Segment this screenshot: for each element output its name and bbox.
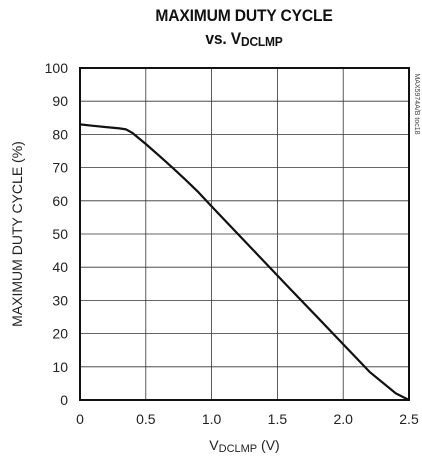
y-tick-label: 60 [52,193,68,209]
chart-title-line2: vs. VDCLMP [91,29,396,49]
y-tick-label: 70 [52,160,68,176]
y-tick-label: 80 [52,126,68,142]
figure-code: MAX5974A/B toc18 [413,73,420,134]
y-axis-label: MAXIMUM DUTY CYCLE (%) [9,141,25,327]
x-tick-label: 0 [76,411,84,427]
chart-title-line1: MAXIMUM DUTY CYCLE [155,6,333,25]
series-line [79,123,410,401]
y-tick-label: 0 [60,392,68,408]
x-axis-label-main: V [209,437,219,453]
x-tick-label: 2.0 [333,411,353,427]
x-tick-label: 0.5 [136,411,156,427]
x-tick-label: 1.5 [268,411,288,427]
y-tick-label: 40 [52,259,68,275]
y-tick-label: 30 [52,292,68,308]
chart-title-prefix: vs. V [205,29,241,48]
y-tick-label: 100 [45,60,69,76]
x-axis-label-unit: (V) [257,437,280,453]
y-tick-label: 50 [52,226,68,242]
y-tick-label: 20 [52,326,68,342]
chart-title-subscript: DCLMP [240,34,283,49]
x-tick-labels: 0 0.5 1.0 1.5 2.0 2.5 [76,411,419,427]
grid-lines [80,68,409,400]
y-tick-label: 10 [52,359,68,375]
y-tick-labels: 0 10 20 30 40 50 60 70 80 90 100 [45,60,69,408]
x-tick-label: 2.5 [399,411,419,427]
plot-frame [79,67,410,401]
y-tick-label: 90 [52,93,68,109]
x-axis-label-sub: DCLMP [219,443,258,455]
x-tick-label: 1.0 [202,411,222,427]
x-axis-label: VDCLMP (V) [209,437,279,455]
